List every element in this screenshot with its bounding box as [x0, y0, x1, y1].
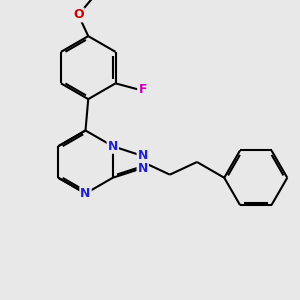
Text: F: F: [138, 83, 147, 96]
Text: N: N: [108, 140, 118, 153]
Text: N: N: [138, 149, 148, 163]
Text: N: N: [138, 161, 148, 175]
Text: O: O: [73, 8, 84, 21]
Text: N: N: [80, 187, 91, 200]
